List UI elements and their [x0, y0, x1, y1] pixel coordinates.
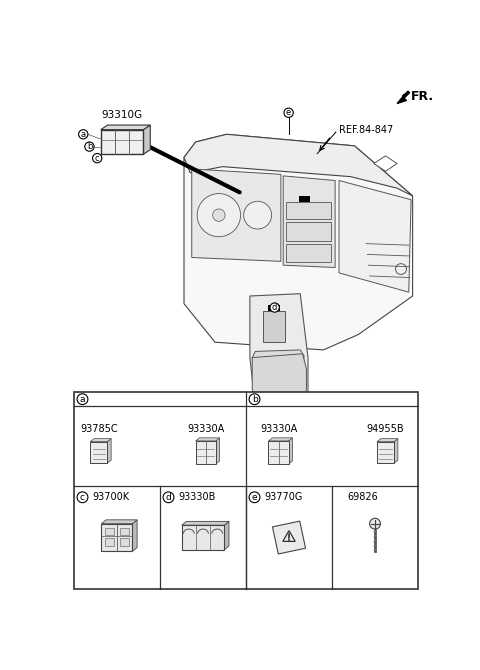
- Polygon shape: [397, 91, 409, 103]
- Text: d: d: [166, 492, 171, 502]
- Text: 94955B: 94955B: [367, 424, 404, 434]
- Circle shape: [79, 130, 88, 139]
- Polygon shape: [196, 438, 220, 441]
- Circle shape: [284, 108, 293, 117]
- Polygon shape: [268, 438, 292, 441]
- Text: d: d: [272, 303, 277, 312]
- Text: 93770G: 93770G: [264, 492, 303, 502]
- Bar: [196, 441, 216, 464]
- Text: a: a: [81, 130, 86, 139]
- Polygon shape: [192, 169, 281, 261]
- Bar: [286, 222, 331, 241]
- Text: e: e: [286, 109, 291, 117]
- Bar: [105, 527, 114, 535]
- Polygon shape: [101, 125, 150, 130]
- Bar: [377, 442, 394, 463]
- Text: FR.: FR.: [411, 90, 434, 103]
- Polygon shape: [107, 439, 111, 463]
- Circle shape: [85, 142, 94, 151]
- Circle shape: [244, 201, 272, 229]
- Circle shape: [370, 519, 381, 529]
- Bar: [105, 538, 114, 546]
- Text: 93700K: 93700K: [93, 492, 130, 502]
- Polygon shape: [144, 125, 150, 154]
- Polygon shape: [288, 438, 292, 464]
- Polygon shape: [377, 439, 398, 442]
- Bar: [101, 524, 132, 551]
- Polygon shape: [101, 520, 137, 524]
- Polygon shape: [181, 521, 229, 525]
- Text: 93310G: 93310G: [101, 111, 143, 121]
- Circle shape: [77, 492, 88, 502]
- Bar: [120, 527, 130, 535]
- Bar: [181, 525, 224, 550]
- Text: b: b: [252, 395, 257, 404]
- Polygon shape: [374, 156, 397, 172]
- Polygon shape: [250, 293, 308, 410]
- Text: e: e: [252, 492, 257, 502]
- Polygon shape: [283, 176, 335, 267]
- Circle shape: [270, 303, 279, 312]
- Polygon shape: [339, 180, 411, 292]
- Polygon shape: [252, 404, 306, 422]
- Polygon shape: [216, 438, 220, 464]
- Polygon shape: [90, 439, 111, 442]
- Bar: [263, 312, 285, 342]
- Circle shape: [77, 394, 88, 405]
- Polygon shape: [273, 521, 306, 554]
- Text: c: c: [80, 492, 85, 502]
- Polygon shape: [252, 354, 306, 410]
- Circle shape: [249, 492, 260, 502]
- FancyBboxPatch shape: [101, 130, 144, 154]
- Circle shape: [249, 394, 260, 405]
- Text: b: b: [87, 142, 92, 151]
- Bar: [268, 441, 288, 464]
- Text: a: a: [80, 395, 85, 404]
- Circle shape: [93, 153, 102, 163]
- Polygon shape: [184, 134, 413, 350]
- Circle shape: [213, 209, 225, 221]
- Circle shape: [197, 194, 240, 237]
- Bar: [120, 538, 130, 546]
- Bar: [286, 202, 331, 219]
- Circle shape: [163, 492, 174, 502]
- Bar: [299, 196, 310, 202]
- Polygon shape: [394, 439, 398, 463]
- Circle shape: [396, 264, 407, 275]
- Polygon shape: [252, 350, 304, 405]
- Text: REF.84-847: REF.84-847: [339, 125, 393, 135]
- Polygon shape: [184, 134, 413, 196]
- Text: 93330A: 93330A: [187, 424, 224, 434]
- Text: 93330B: 93330B: [179, 492, 216, 502]
- Bar: [90, 442, 107, 463]
- Polygon shape: [224, 521, 229, 550]
- Text: c: c: [95, 153, 99, 163]
- Text: 93785C: 93785C: [80, 424, 118, 434]
- Text: 69826: 69826: [348, 492, 378, 502]
- Bar: [74, 392, 418, 589]
- Polygon shape: [132, 520, 137, 551]
- Bar: [286, 244, 331, 262]
- Text: 93330A: 93330A: [260, 424, 297, 434]
- Bar: [268, 306, 280, 312]
